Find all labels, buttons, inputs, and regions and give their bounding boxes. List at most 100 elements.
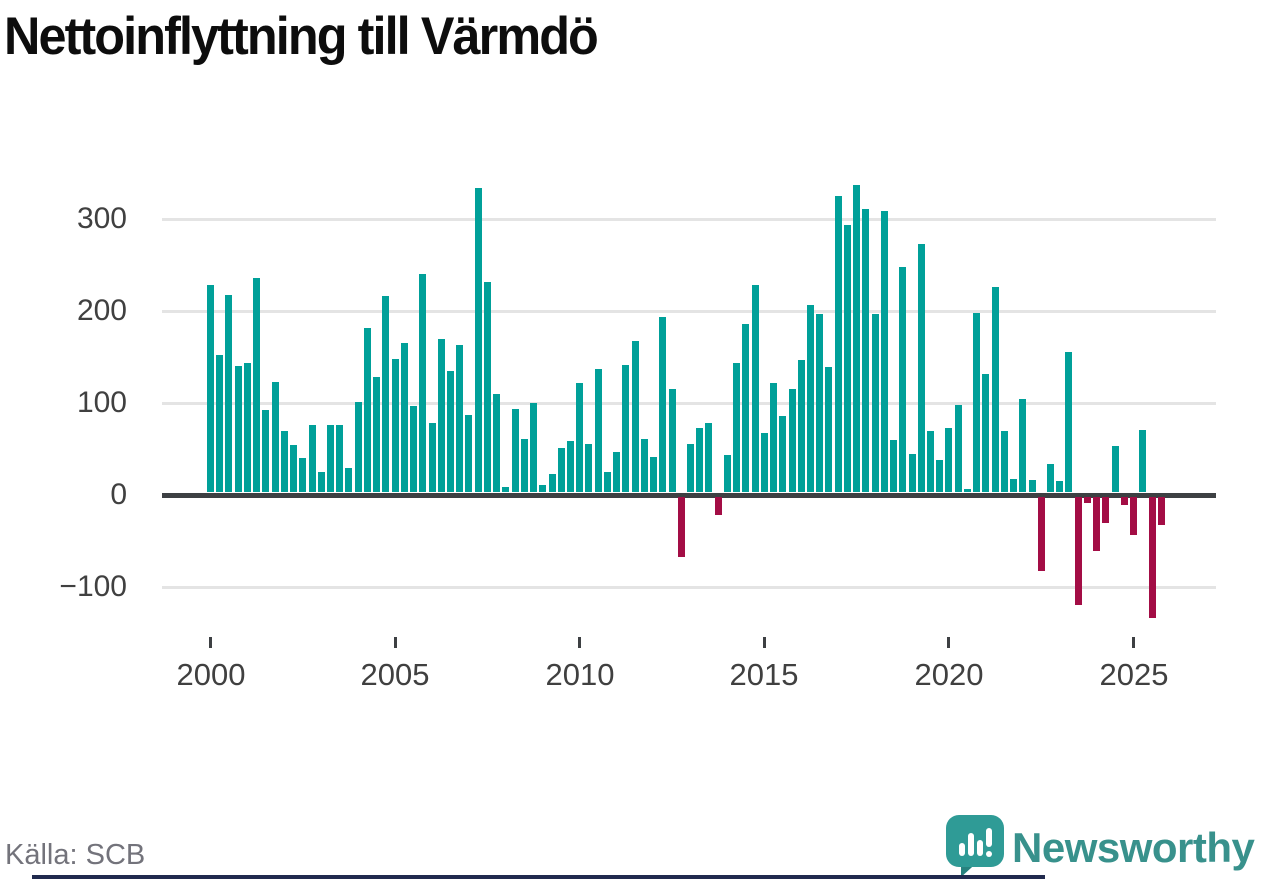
bar-2016-Q1 (798, 360, 805, 493)
bar-2004-Q4 (382, 296, 389, 493)
bar-2006-Q1 (429, 423, 436, 492)
bar-2006-Q4 (456, 344, 463, 492)
bar-2014-Q1 (724, 455, 731, 493)
bar-2003-Q2 (327, 424, 334, 492)
bar-2015-Q4 (789, 388, 796, 492)
bar-2022-Q4 (1047, 464, 1054, 493)
bar-2018-Q4 (899, 266, 906, 492)
bar-2004-Q3 (373, 377, 380, 492)
bar-2016-Q4 (825, 366, 832, 492)
bar-2014-Q3 (742, 323, 749, 492)
bar-2008-Q2 (512, 409, 519, 493)
bar-2019-Q4 (936, 459, 943, 492)
gridline-200 (162, 310, 1216, 313)
y-axis-label-100: 100 (76, 386, 127, 419)
bar-2005-Q3 (410, 406, 417, 493)
bar-2018-Q2 (881, 211, 888, 493)
bar-2009-Q4 (567, 441, 574, 493)
bar-2017-Q1 (835, 195, 842, 492)
bar-2015-Q2 (770, 382, 777, 492)
bar-2008-Q4 (530, 402, 537, 492)
x-axis-label-2000: 2000 (176, 657, 246, 692)
bar-2022-Q3 (1038, 497, 1045, 571)
bar-2019-Q1 (909, 454, 916, 493)
bar-2020-Q3 (964, 489, 971, 493)
bar-2001-Q4 (272, 381, 279, 492)
bar-2020-Q4 (973, 312, 980, 492)
bar-2012-Q2 (659, 317, 666, 493)
bar-2015-Q1 (761, 433, 768, 493)
bar-2005-Q4 (419, 273, 426, 492)
bar-2023-Q2 (1065, 352, 1072, 493)
bar-2017-Q2 (844, 225, 851, 493)
bar-2005-Q1 (392, 358, 399, 492)
bar-2003-Q4 (345, 468, 352, 493)
newsworthy-wordmark: Newsworthy (1012, 824, 1255, 871)
bar-2017-Q4 (862, 208, 869, 492)
bar-2016-Q2 (807, 305, 814, 493)
bar-2002-Q1 (281, 431, 288, 493)
bar-2025-Q3 (1149, 497, 1156, 618)
bar-2007-Q3 (484, 282, 491, 493)
bar-2001-Q1 (244, 363, 251, 493)
bar-2005-Q2 (401, 342, 408, 492)
bar-2021-Q1 (982, 374, 989, 493)
bar-2002-Q3 (299, 457, 306, 492)
bar-2025-Q4 (1158, 497, 1165, 525)
bar-2009-Q3 (558, 447, 565, 492)
x-axis-label-2010: 2010 (545, 657, 615, 692)
x-axis-label-2025: 2025 (1099, 657, 1169, 692)
bar-2002-Q4 (309, 424, 316, 492)
bar-2007-Q4 (493, 393, 500, 492)
bar-2000-Q2 (216, 354, 223, 492)
bar-2016-Q3 (816, 314, 823, 493)
bar-2013-Q1 (687, 444, 694, 493)
bar-2023-Q4 (1084, 497, 1091, 503)
bar-2025-Q2 (1139, 430, 1146, 493)
bar-2017-Q3 (853, 184, 860, 492)
bar-2018-Q1 (872, 314, 879, 493)
bar-2012-Q3 (669, 388, 676, 492)
bar-2011-Q4 (641, 438, 648, 492)
bar-2019-Q3 (927, 431, 934, 493)
bar-2021-Q2 (992, 286, 999, 492)
bar-2024-Q2 (1102, 497, 1109, 523)
newsworthy-logo: Newsworthy (946, 815, 1258, 877)
bar-2006-Q2 (438, 339, 445, 493)
chart-title: Nettoinflyttning till Värmdö (4, 7, 599, 66)
bar-2001-Q2 (253, 277, 260, 492)
gridline-100 (162, 402, 1216, 405)
bar-2019-Q2 (918, 243, 925, 492)
bar-2010-Q2 (585, 444, 592, 493)
bar-2000-Q1 (207, 285, 214, 492)
bar-2012-Q4 (678, 497, 685, 557)
bar-2002-Q2 (290, 445, 297, 493)
bar-2008-Q3 (521, 438, 528, 492)
bar-2001-Q3 (262, 410, 269, 493)
bar-2015-Q3 (779, 415, 786, 492)
x-axis-tick-2015 (763, 637, 766, 648)
bar-2022-Q2 (1029, 480, 1036, 493)
x-axis-tick-2005 (394, 637, 397, 648)
bar-2013-Q3 (705, 423, 712, 492)
bar-2010-Q3 (595, 368, 602, 492)
bar-2009-Q1 (539, 484, 546, 492)
bar-2011-Q3 (632, 341, 639, 493)
y-axis-label-300: 300 (76, 202, 127, 235)
newsworthy-bubble-icon (946, 815, 1004, 877)
bar-2020-Q1 (945, 427, 952, 492)
x-axis-tick-2020 (947, 637, 950, 648)
bar-2000-Q3 (225, 295, 232, 493)
bar-2013-Q4 (715, 497, 722, 515)
bar-2023-Q3 (1075, 497, 1082, 605)
bar-2014-Q2 (733, 363, 740, 493)
bar-2012-Q1 (650, 457, 657, 493)
source-label: Källa: SCB (5, 839, 146, 871)
bar-2023-Q1 (1056, 480, 1063, 492)
bar-2004-Q1 (355, 401, 362, 492)
bar-2004-Q2 (364, 328, 371, 493)
x-axis-tick-2000 (209, 637, 212, 648)
bar-2003-Q1 (318, 471, 325, 492)
bar-2025-Q1 (1130, 497, 1137, 535)
